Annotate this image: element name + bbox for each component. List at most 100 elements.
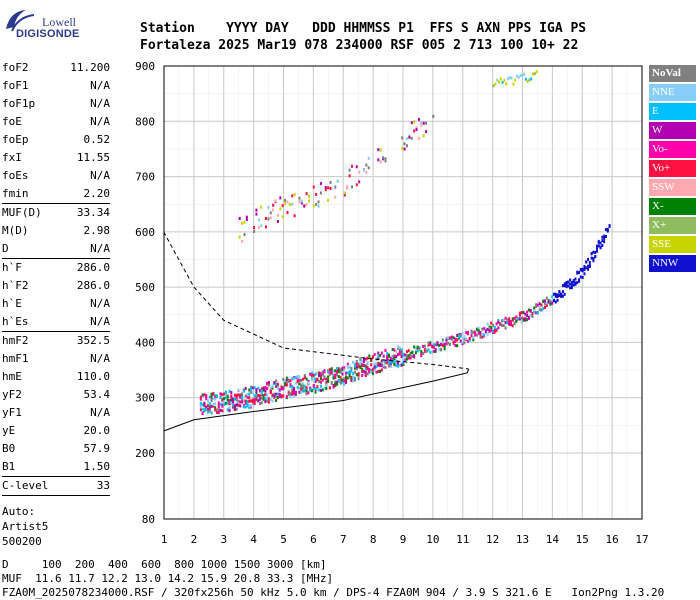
- echo-mark: [366, 361, 369, 365]
- echo-mark: [375, 370, 378, 374]
- echo-mark: [355, 367, 358, 371]
- param-name: M(D): [2, 224, 29, 237]
- echo-mark: [472, 330, 475, 334]
- echo-mark: [599, 245, 602, 249]
- echo-mark: [287, 379, 290, 383]
- echo-mark: [260, 401, 263, 405]
- echo-mark: [429, 342, 432, 346]
- echo-mark: [515, 315, 518, 319]
- param-value: 286.0: [76, 261, 110, 274]
- echo-mark: [484, 329, 487, 333]
- echo-mark: [262, 386, 265, 390]
- echo-mark: [578, 279, 581, 283]
- echo-mark: [250, 404, 253, 408]
- echo-mark: [365, 170, 368, 174]
- param-name: h`F2: [2, 279, 29, 292]
- echo-mark: [350, 377, 353, 381]
- echo-mark: [472, 338, 475, 342]
- param-row: yE 20.0: [2, 422, 110, 440]
- echo-mark: [393, 348, 396, 352]
- echo-mark: [221, 393, 224, 397]
- echo-mark: [565, 285, 568, 289]
- param-row: yF1 N/A: [2, 404, 110, 422]
- echo-mark: [506, 321, 509, 325]
- echo-mark: [300, 390, 303, 394]
- echo-mark: [359, 365, 362, 369]
- echo-mark: [423, 344, 426, 348]
- param-row: B0 57.9: [2, 440, 110, 458]
- param-value: 352.5: [76, 334, 110, 347]
- param-name: C-level: [2, 479, 49, 492]
- echo-mark: [246, 401, 249, 405]
- echo-mark: [275, 394, 278, 398]
- echo-mark: [341, 366, 344, 370]
- echo-mark: [431, 345, 434, 349]
- echo-mark: [397, 345, 400, 349]
- echo-mark: [242, 389, 245, 393]
- echo-mark: [233, 404, 236, 408]
- echo-mark: [411, 351, 414, 355]
- echo-mark: [377, 363, 380, 367]
- param-row: fxI 11.55: [2, 149, 110, 167]
- x-tick-label: 2: [191, 533, 198, 546]
- echo-mark: [210, 392, 213, 396]
- echo-mark: [298, 200, 301, 204]
- echo-mark: [405, 350, 408, 354]
- echo-mark: [302, 382, 305, 386]
- echo-mark: [221, 409, 224, 413]
- echo-mark: [354, 364, 357, 368]
- echo-mark: [404, 358, 407, 362]
- echo-mark: [388, 360, 391, 364]
- echo-mark: [565, 280, 568, 284]
- echo-mark: [526, 318, 529, 322]
- echo-mark: [343, 366, 346, 370]
- param-value: N/A: [90, 79, 110, 92]
- echo-mark: [494, 82, 497, 86]
- echo-mark: [272, 208, 275, 212]
- echo-mark: [312, 373, 315, 377]
- y-tick-label: 80: [142, 513, 155, 526]
- echo-mark: [470, 334, 473, 338]
- echo-mark: [205, 397, 208, 401]
- echo-mark: [520, 320, 523, 324]
- echo-mark: [319, 388, 322, 392]
- echo-mark: [400, 363, 403, 367]
- echo-mark: [445, 336, 448, 340]
- echo-mark: [499, 322, 502, 326]
- echo-mark: [318, 379, 321, 383]
- echo-mark: [486, 332, 489, 336]
- echo-mark: [264, 389, 267, 393]
- param-name: h`Es: [2, 315, 29, 328]
- echo-mark: [332, 369, 335, 373]
- echo-mark: [210, 404, 213, 408]
- x-tick-label: 3: [220, 533, 227, 546]
- echo-mark: [413, 129, 416, 133]
- echo-mark: [318, 371, 321, 375]
- echo-mark: [267, 397, 270, 401]
- echo-mark: [587, 264, 590, 268]
- echo-mark: [379, 160, 382, 164]
- echo-mark: [398, 350, 401, 354]
- echo-mark: [373, 365, 376, 369]
- echo-mark: [504, 326, 507, 330]
- echo-mark: [343, 191, 346, 195]
- echo-mark: [251, 398, 254, 402]
- echo-mark: [230, 394, 233, 398]
- echo-mark: [316, 385, 319, 389]
- echo-mark: [273, 392, 276, 396]
- x-tick-label: 5: [280, 533, 287, 546]
- echo-mark: [357, 362, 360, 366]
- echo-mark: [215, 410, 218, 414]
- echo-mark: [492, 84, 495, 88]
- echo-mark: [279, 196, 282, 200]
- echo-mark: [595, 246, 598, 250]
- echo-mark: [289, 395, 292, 399]
- echo-mark: [282, 387, 285, 391]
- param-value: 1.50: [83, 460, 111, 473]
- echo-mark: [329, 186, 332, 190]
- echo-mark: [587, 257, 590, 261]
- echo-mark: [493, 328, 496, 332]
- echo-mark: [481, 332, 484, 336]
- echo-mark: [264, 393, 267, 397]
- echo-mark: [243, 233, 246, 237]
